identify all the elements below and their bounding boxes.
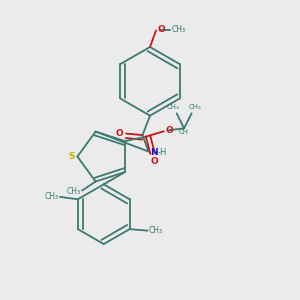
Text: O: O bbox=[158, 25, 165, 34]
Text: CH₃: CH₃ bbox=[189, 104, 202, 110]
Text: -H: -H bbox=[158, 148, 167, 157]
Text: CH₃: CH₃ bbox=[149, 226, 163, 235]
Text: S: S bbox=[69, 152, 75, 161]
Text: CH₃: CH₃ bbox=[171, 25, 185, 34]
Text: N: N bbox=[150, 148, 158, 157]
Text: O: O bbox=[151, 157, 159, 166]
Text: CH: CH bbox=[179, 129, 189, 135]
Text: CH₃: CH₃ bbox=[44, 192, 58, 201]
Text: O: O bbox=[116, 129, 124, 138]
Text: CH₃: CH₃ bbox=[67, 187, 81, 196]
Text: CH₃: CH₃ bbox=[167, 104, 179, 110]
Text: O: O bbox=[165, 126, 173, 135]
